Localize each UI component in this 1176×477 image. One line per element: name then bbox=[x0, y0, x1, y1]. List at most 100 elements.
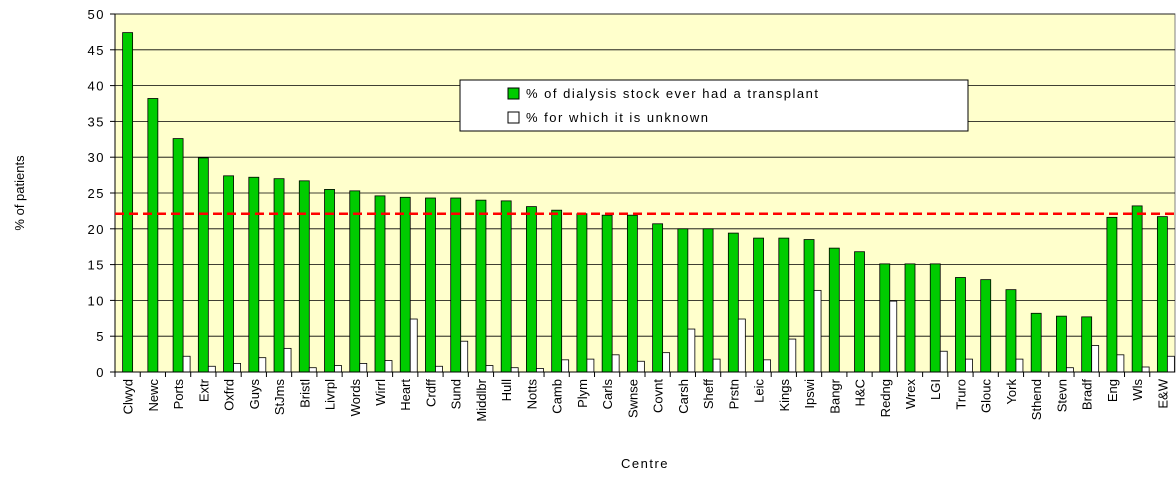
bar bbox=[526, 206, 537, 373]
bar bbox=[879, 263, 891, 373]
x-tick-label: Sthend bbox=[1029, 379, 1044, 420]
x-tick-label: Prstn bbox=[726, 379, 741, 409]
legend-swatch bbox=[507, 111, 520, 124]
bar bbox=[273, 178, 285, 373]
x-tick-label: Stevn bbox=[1054, 379, 1069, 412]
y-tick-label: 10 bbox=[88, 293, 105, 308]
bar bbox=[561, 359, 570, 373]
bar bbox=[965, 358, 973, 373]
bar bbox=[450, 197, 462, 373]
bar bbox=[1015, 358, 1024, 373]
bar bbox=[1156, 216, 1168, 373]
bar bbox=[324, 189, 335, 373]
bar bbox=[409, 318, 418, 373]
x-tick-label: Wirrl bbox=[373, 379, 388, 406]
bar bbox=[500, 200, 512, 373]
bar bbox=[1081, 316, 1093, 373]
x-tick-label: Notts bbox=[524, 379, 539, 410]
legend: % of dialysis stock ever had a transplan… bbox=[459, 79, 969, 132]
x-tick-label: Wls bbox=[1130, 379, 1145, 401]
bar bbox=[677, 228, 689, 373]
bar bbox=[788, 338, 797, 373]
bar bbox=[702, 228, 714, 373]
bar bbox=[576, 213, 588, 373]
bar bbox=[172, 138, 184, 373]
bar bbox=[828, 247, 840, 373]
bar bbox=[258, 357, 267, 373]
bar bbox=[197, 157, 209, 373]
bar bbox=[687, 328, 696, 373]
x-tick-label: York bbox=[1004, 379, 1019, 405]
bar bbox=[636, 360, 645, 373]
bar bbox=[207, 365, 216, 373]
bar bbox=[854, 251, 865, 373]
x-tick-label: Swnse bbox=[625, 379, 640, 418]
x-tick-label: Bangr bbox=[827, 378, 842, 413]
x-tick-label: Middlbr bbox=[474, 378, 489, 421]
bar bbox=[147, 98, 159, 373]
bar bbox=[727, 232, 739, 373]
bar bbox=[712, 358, 721, 373]
bar bbox=[1056, 315, 1067, 373]
x-tick-label: Eng bbox=[1105, 379, 1120, 402]
bar bbox=[485, 365, 494, 373]
y-tick-label: 35 bbox=[88, 114, 105, 129]
x-tick-label: Words bbox=[348, 379, 363, 417]
y-tick-label: 50 bbox=[88, 7, 105, 22]
x-tick-label: Ipswi bbox=[802, 379, 817, 409]
bar bbox=[1005, 289, 1017, 373]
x-tick-label: Guys bbox=[247, 379, 262, 410]
bar bbox=[955, 277, 966, 373]
bar bbox=[122, 32, 134, 373]
bar bbox=[980, 279, 992, 373]
bar bbox=[359, 363, 368, 373]
x-tick-label: Glouc bbox=[979, 379, 994, 413]
bar bbox=[652, 223, 664, 373]
x-tick-label: Leic bbox=[752, 379, 767, 403]
bar bbox=[349, 190, 361, 373]
bar bbox=[223, 175, 234, 373]
plot-layer: 0 5 10 15 20 25 30 35 40 45 50 Clwyd Newc Ports Extr Ox… bbox=[88, 7, 1175, 422]
x-tick-label: Carsh bbox=[676, 379, 691, 414]
bar bbox=[308, 367, 317, 373]
bar bbox=[510, 367, 519, 373]
legend-box bbox=[459, 79, 969, 132]
bar bbox=[586, 358, 595, 373]
x-tick-label: Camb bbox=[550, 379, 565, 414]
x-tick-label: Livrpl bbox=[323, 379, 338, 410]
x-tick-label: Oxfrd bbox=[222, 379, 237, 411]
legend-swatch bbox=[507, 87, 520, 100]
y-axis-title: % of patients bbox=[12, 155, 27, 231]
x-tick-label: StJms bbox=[272, 379, 287, 416]
x-tick-label: Bristl bbox=[297, 379, 312, 408]
bar bbox=[1066, 367, 1074, 373]
x-tick-label: Heart bbox=[398, 379, 413, 411]
x-tick-label: Sheff bbox=[701, 379, 716, 410]
x-tick-label: Crdff bbox=[423, 379, 438, 407]
x-tick-label: Hull bbox=[499, 379, 514, 402]
x-tick-label: E&W bbox=[1155, 378, 1170, 408]
bar bbox=[1166, 355, 1175, 373]
bar bbox=[435, 365, 443, 373]
x-axis-title: Centre bbox=[621, 456, 669, 471]
bar bbox=[475, 199, 487, 373]
bar bbox=[182, 355, 191, 373]
bar bbox=[1141, 366, 1150, 373]
bar bbox=[233, 363, 241, 373]
bar bbox=[813, 289, 822, 373]
x-tick-label: Redng bbox=[878, 379, 893, 417]
legend-label: % of dialysis stock ever had a transplan… bbox=[526, 86, 819, 101]
bar bbox=[536, 368, 544, 373]
x-tick-label: Truro bbox=[953, 379, 968, 410]
y-tick-label: 25 bbox=[88, 186, 105, 201]
y-tick-label: 40 bbox=[88, 79, 105, 94]
y-tick-label: 45 bbox=[88, 43, 105, 58]
bar bbox=[1106, 216, 1118, 373]
bar bbox=[1030, 312, 1042, 373]
x-tick-label: Covnt bbox=[651, 379, 666, 413]
bar bbox=[298, 180, 310, 373]
bar bbox=[601, 214, 613, 373]
bar bbox=[889, 300, 898, 373]
y-tick-label: 0 bbox=[96, 365, 105, 380]
